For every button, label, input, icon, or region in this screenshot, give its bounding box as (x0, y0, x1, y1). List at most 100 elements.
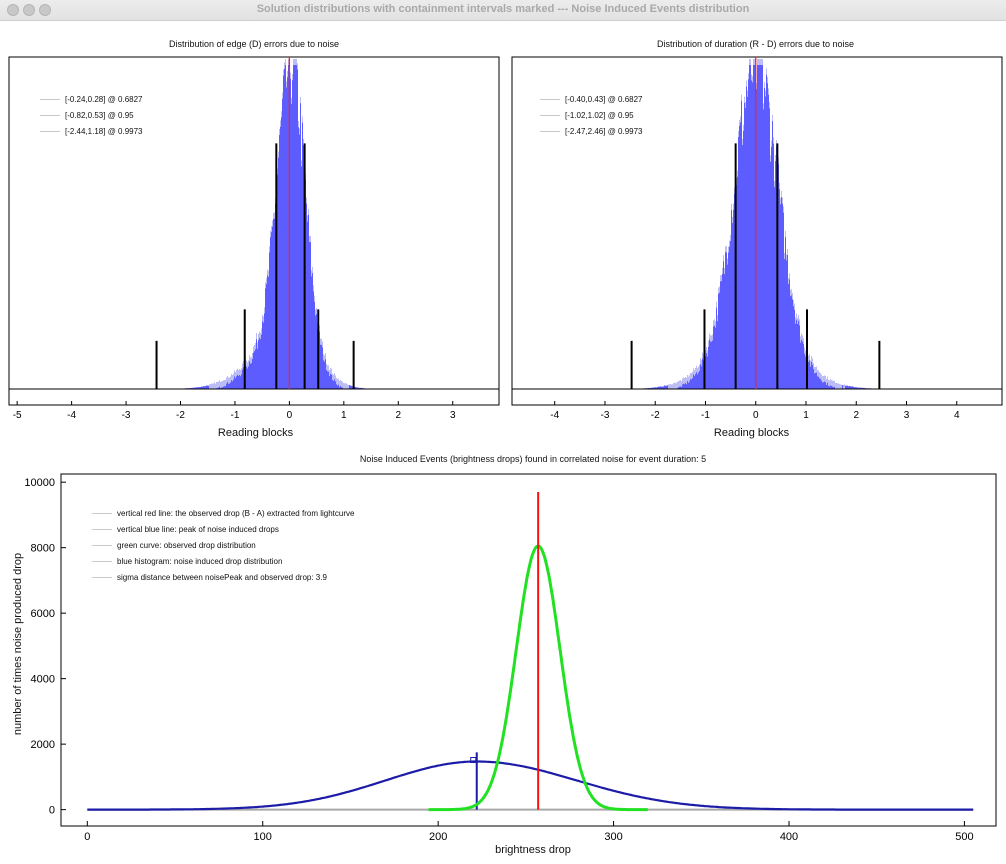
histogram-bar (817, 370, 818, 389)
histogram-bar-top (233, 373, 234, 380)
histogram-bar (257, 342, 258, 389)
histogram-bar (203, 386, 204, 389)
histogram-bar (862, 387, 863, 389)
histogram-bar-top (769, 102, 770, 109)
histogram-bar-top (743, 124, 744, 131)
histogram-bar (248, 360, 249, 389)
histogram-bar-top (824, 375, 825, 382)
x-tick-label: 2 (853, 410, 859, 421)
histogram-bar (301, 160, 302, 389)
histogram-bar-top (803, 338, 804, 345)
histogram-bar-top (267, 269, 268, 276)
histogram-bar-top (793, 300, 794, 307)
histogram-bar (716, 301, 717, 389)
histogram-bar (767, 77, 768, 390)
histogram-bar-top (809, 354, 810, 361)
histogram-bar (795, 317, 796, 389)
histogram-bar-top (748, 73, 749, 80)
histogram-bar-top (832, 380, 833, 387)
histogram-bar (316, 308, 317, 389)
histogram-bar-top (816, 366, 817, 373)
histogram-bar-top (676, 382, 677, 389)
histogram-bar (754, 59, 755, 389)
histogram-bar (303, 139, 304, 389)
histogram-bar-top (679, 380, 680, 387)
histogram-bar (762, 59, 763, 389)
minimize-window-button[interactable] (23, 4, 35, 16)
histogram-bar (349, 385, 350, 389)
histogram-bar-top (281, 111, 282, 118)
histogram-bar (731, 204, 732, 389)
histogram-bar-top (215, 383, 216, 389)
histogram-bar (714, 319, 715, 389)
histogram-bar (818, 370, 819, 389)
histogram-bar (797, 317, 798, 389)
histogram-bar-top (217, 382, 218, 389)
histogram-bar (355, 386, 356, 389)
histogram-bar (352, 386, 353, 389)
x-tick-label: 3 (450, 410, 456, 421)
histogram-bar-top (255, 343, 256, 350)
histogram-bar-top (300, 97, 301, 104)
histogram-bar-top (341, 381, 342, 388)
histogram-bar-top (326, 364, 327, 371)
histogram-bar (277, 168, 278, 389)
histogram-bar (849, 385, 850, 389)
close-window-button[interactable] (7, 4, 19, 16)
histogram-bar-top (692, 372, 693, 379)
histogram-bar-top (761, 59, 762, 65)
histogram-bar-top (801, 333, 802, 340)
histogram-bar (283, 69, 284, 390)
histogram-bar (696, 366, 697, 389)
histogram-bar (775, 155, 776, 389)
histogram-bar (330, 368, 331, 389)
histogram-bar (319, 325, 320, 389)
histogram-bar-top (331, 368, 332, 375)
legend-item: [-0.82,0.53] @ 0.95 (40, 107, 143, 123)
histogram-bar-top (789, 273, 790, 280)
histogram-bar (720, 275, 721, 389)
histogram-bar (251, 356, 252, 389)
histogram-bar-top (828, 379, 829, 386)
histogram-bar (742, 139, 743, 389)
legend-label: blue histogram: noise induced drop distr… (117, 556, 283, 566)
histogram-bar (335, 375, 336, 389)
histogram-bar-top (256, 333, 257, 340)
histogram-bar-top (329, 370, 330, 377)
legend-label: [-1.02,1.02] @ 0.95 (565, 110, 634, 120)
histogram-bar (286, 81, 287, 390)
histogram-bar-top (814, 367, 815, 374)
histogram-bar-top (746, 80, 747, 87)
histogram-bar (796, 313, 797, 389)
legend-item: [-2.44,1.18] @ 0.9973 (40, 123, 143, 139)
histogram-bar-top (299, 128, 300, 135)
histogram-bar (266, 278, 267, 389)
histogram-bar-top (342, 381, 343, 388)
histogram-bar-top (741, 94, 742, 101)
histogram-bar (740, 116, 741, 390)
histogram-bar (329, 370, 330, 389)
histogram-bar (792, 293, 793, 389)
legend-swatch (540, 114, 560, 116)
histogram-bar-top (261, 328, 262, 335)
histogram-bar-top (228, 377, 229, 384)
legend-label: green curve: observed drop distribution (117, 540, 256, 550)
y-tick-label: 6000 (31, 608, 55, 620)
histogram-bar (242, 363, 243, 389)
noise-histogram-curve (87, 760, 974, 811)
x-tick-label: 2 (395, 410, 401, 421)
x-tick-label: -3 (122, 410, 131, 421)
histogram-bar (750, 59, 751, 389)
histogram-bar (261, 328, 262, 389)
histogram-bar-top (713, 320, 714, 327)
zoom-window-button[interactable] (39, 4, 51, 16)
histogram-bar (206, 385, 207, 389)
histogram-bar (694, 370, 695, 389)
window-titlebar: Solution distributions with containment … (0, 0, 1006, 21)
histogram-bar-top (684, 378, 685, 385)
histogram-bar-top (786, 254, 787, 261)
histogram-bar-top (716, 301, 717, 308)
histogram-bar-top (678, 381, 679, 388)
histogram-bar-top (788, 278, 789, 285)
histogram-bar (791, 289, 792, 389)
